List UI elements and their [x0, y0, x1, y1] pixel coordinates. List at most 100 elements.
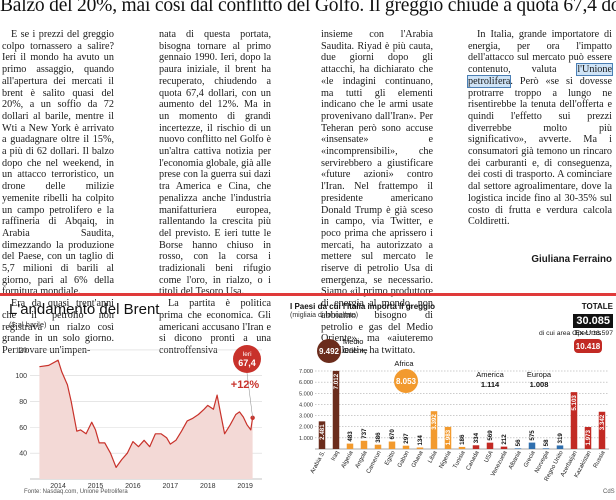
bar-value-label: 2.481 [319, 424, 326, 440]
bar [416, 447, 424, 449]
paragraph: nata di questa portata, bisogna tornare … [159, 29, 271, 298]
brent-area [39, 360, 253, 479]
callout-bubble [233, 345, 261, 373]
bar-value-label: 1.983 [445, 429, 452, 445]
brent-chart: L'andamento del Brent ($ al barile) 40 60… [2, 299, 282, 499]
x-category-label: Libia [428, 450, 440, 465]
y-tick-label: 100 [15, 373, 27, 380]
x-category-label: Albania [508, 450, 523, 471]
group-name: Oriente [343, 346, 368, 355]
callout-leader [246, 372, 253, 418]
x-category-label: Russia [593, 450, 607, 470]
imports-chart: I Paesi da cui l'Italia importa il gregg… [287, 299, 616, 499]
paragraph: La partita è politica prima che economic… [159, 298, 271, 356]
group-total-bubble [317, 339, 341, 363]
x-tick-label: 2016 [125, 483, 141, 490]
total-label: TOTALE [581, 302, 613, 311]
bar-value-label: 319 [557, 433, 564, 444]
x-category-label: Grecia [523, 450, 537, 469]
group-total-bubble [394, 369, 418, 393]
imports-plot: 1.000 2.000 3.000 4.000 5.000 6.000 7.000 2.481… [299, 328, 609, 482]
article-column-3: insieme con l'Arabia Saudita. Riyad è pi… [321, 29, 433, 357]
bar-value-label: 483 [347, 431, 354, 442]
text-run: . Però «se si dovesse protrarre troppo a… [468, 75, 612, 228]
bar-value-label: 212 [501, 434, 508, 445]
x-category-label: Egitto [384, 450, 397, 467]
chart-subtitle: (migliaia di tonnellate) [290, 312, 359, 319]
group-total: 1.008 [530, 380, 549, 389]
article-column-2: nata di questa portata, bisogna tornare … [159, 29, 271, 357]
chart-title: I Paesi da cui l'Italia importa il gregg… [290, 302, 436, 311]
paragraph: insieme con l'Arabia Saudita. Riyad è pi… [321, 29, 433, 356]
bar-value-label: 58 [543, 439, 550, 446]
group-total: 8.053 [396, 377, 417, 386]
group-name: Medio [343, 337, 363, 346]
bar [598, 411, 606, 449]
brent-line [39, 359, 254, 468]
last-point [250, 415, 255, 421]
group-total: 10.418 [576, 342, 601, 351]
y-tick-label: 2.000 [299, 425, 313, 431]
brent-plot: 40 60 80 100 120 2014 2015 2016 2017 2018 2019 Ieri… [15, 345, 262, 490]
group-name: Africa [394, 359, 414, 368]
bar [388, 441, 396, 449]
y-tick-label: 60 [19, 425, 27, 432]
bar-value-label: 386 [375, 432, 382, 443]
y-tick-label: 5.000 [299, 391, 313, 397]
x-category-label: Canada [466, 450, 481, 472]
bar-value-label: 297 [403, 433, 410, 444]
byline: Giuliana Ferraino [531, 254, 612, 265]
chart-subtitle: ($ al barile) [9, 320, 47, 329]
y-tick-label: 120 [15, 347, 27, 354]
x-tick-label: 2014 [50, 483, 66, 490]
x-category-label: USA [484, 450, 495, 464]
bar [556, 445, 564, 449]
bar [360, 440, 368, 449]
bar [374, 444, 382, 449]
headline: Balzo del 20%, mai così dal conflitto de… [0, 0, 616, 16]
callout-label: Ieri [242, 351, 251, 358]
article-column-1: E se i prezzi del greggio colpo tornasse… [2, 29, 114, 357]
x-category-label: Tunisia [452, 450, 467, 470]
x-tick-label: 2015 [88, 483, 104, 490]
group-total: 9.492 [319, 347, 340, 356]
chart-source: CdS [603, 489, 615, 495]
y-tick-label: 80 [19, 399, 27, 406]
total-box: TOTALE 30.085 di cui area Opec: 16.597 [515, 302, 613, 337]
paragraph: E se i prezzi del greggio colpo tornasse… [2, 29, 114, 298]
x-category-label: Nigeria [439, 450, 454, 470]
x-category-label: Gabon [397, 450, 411, 469]
bar-value-label: 56 [515, 439, 522, 446]
x-tick-label: 2018 [200, 483, 216, 490]
y-tick-label: 7.000 [299, 369, 313, 375]
group-name: America [476, 370, 504, 379]
group-name: Ex Urss [575, 328, 602, 337]
bar [318, 421, 326, 449]
bar [570, 392, 578, 449]
bar-value-label: 575 [529, 430, 536, 441]
text-run: In Italia, grande importatore di energia… [468, 29, 612, 76]
article-column-4: In Italia, grande importatore di energia… [467, 29, 613, 228]
paragraph: In Italia, grande importatore di energia… [467, 29, 613, 228]
y-tick-label: 40 [19, 451, 27, 458]
y-tick-label: 6.000 [299, 380, 313, 386]
change-label: +12% [231, 379, 260, 391]
bar-value-label: 134 [417, 435, 424, 446]
bar [542, 448, 550, 449]
group-total-box [574, 339, 602, 353]
bar [584, 427, 592, 449]
x-tick-label: 2019 [237, 483, 253, 490]
x-category-label: Camerun [366, 450, 383, 475]
bar [472, 445, 480, 449]
group-name: Europa [527, 370, 552, 379]
x-category-label: Angola [355, 450, 369, 470]
bar [514, 448, 522, 449]
bar-value-label: 3.392 [431, 414, 438, 430]
callout-value: 67,4 [238, 358, 256, 368]
x-category-label: Iraq [331, 450, 341, 462]
opec-share: di cui area Opec: 16.597 [538, 330, 613, 337]
bar-value-label: 1.973 [585, 429, 592, 445]
total-value: 30.085 [573, 314, 613, 328]
x-category-label: Algeria [341, 450, 355, 470]
x-tick-label: 2017 [163, 483, 179, 490]
